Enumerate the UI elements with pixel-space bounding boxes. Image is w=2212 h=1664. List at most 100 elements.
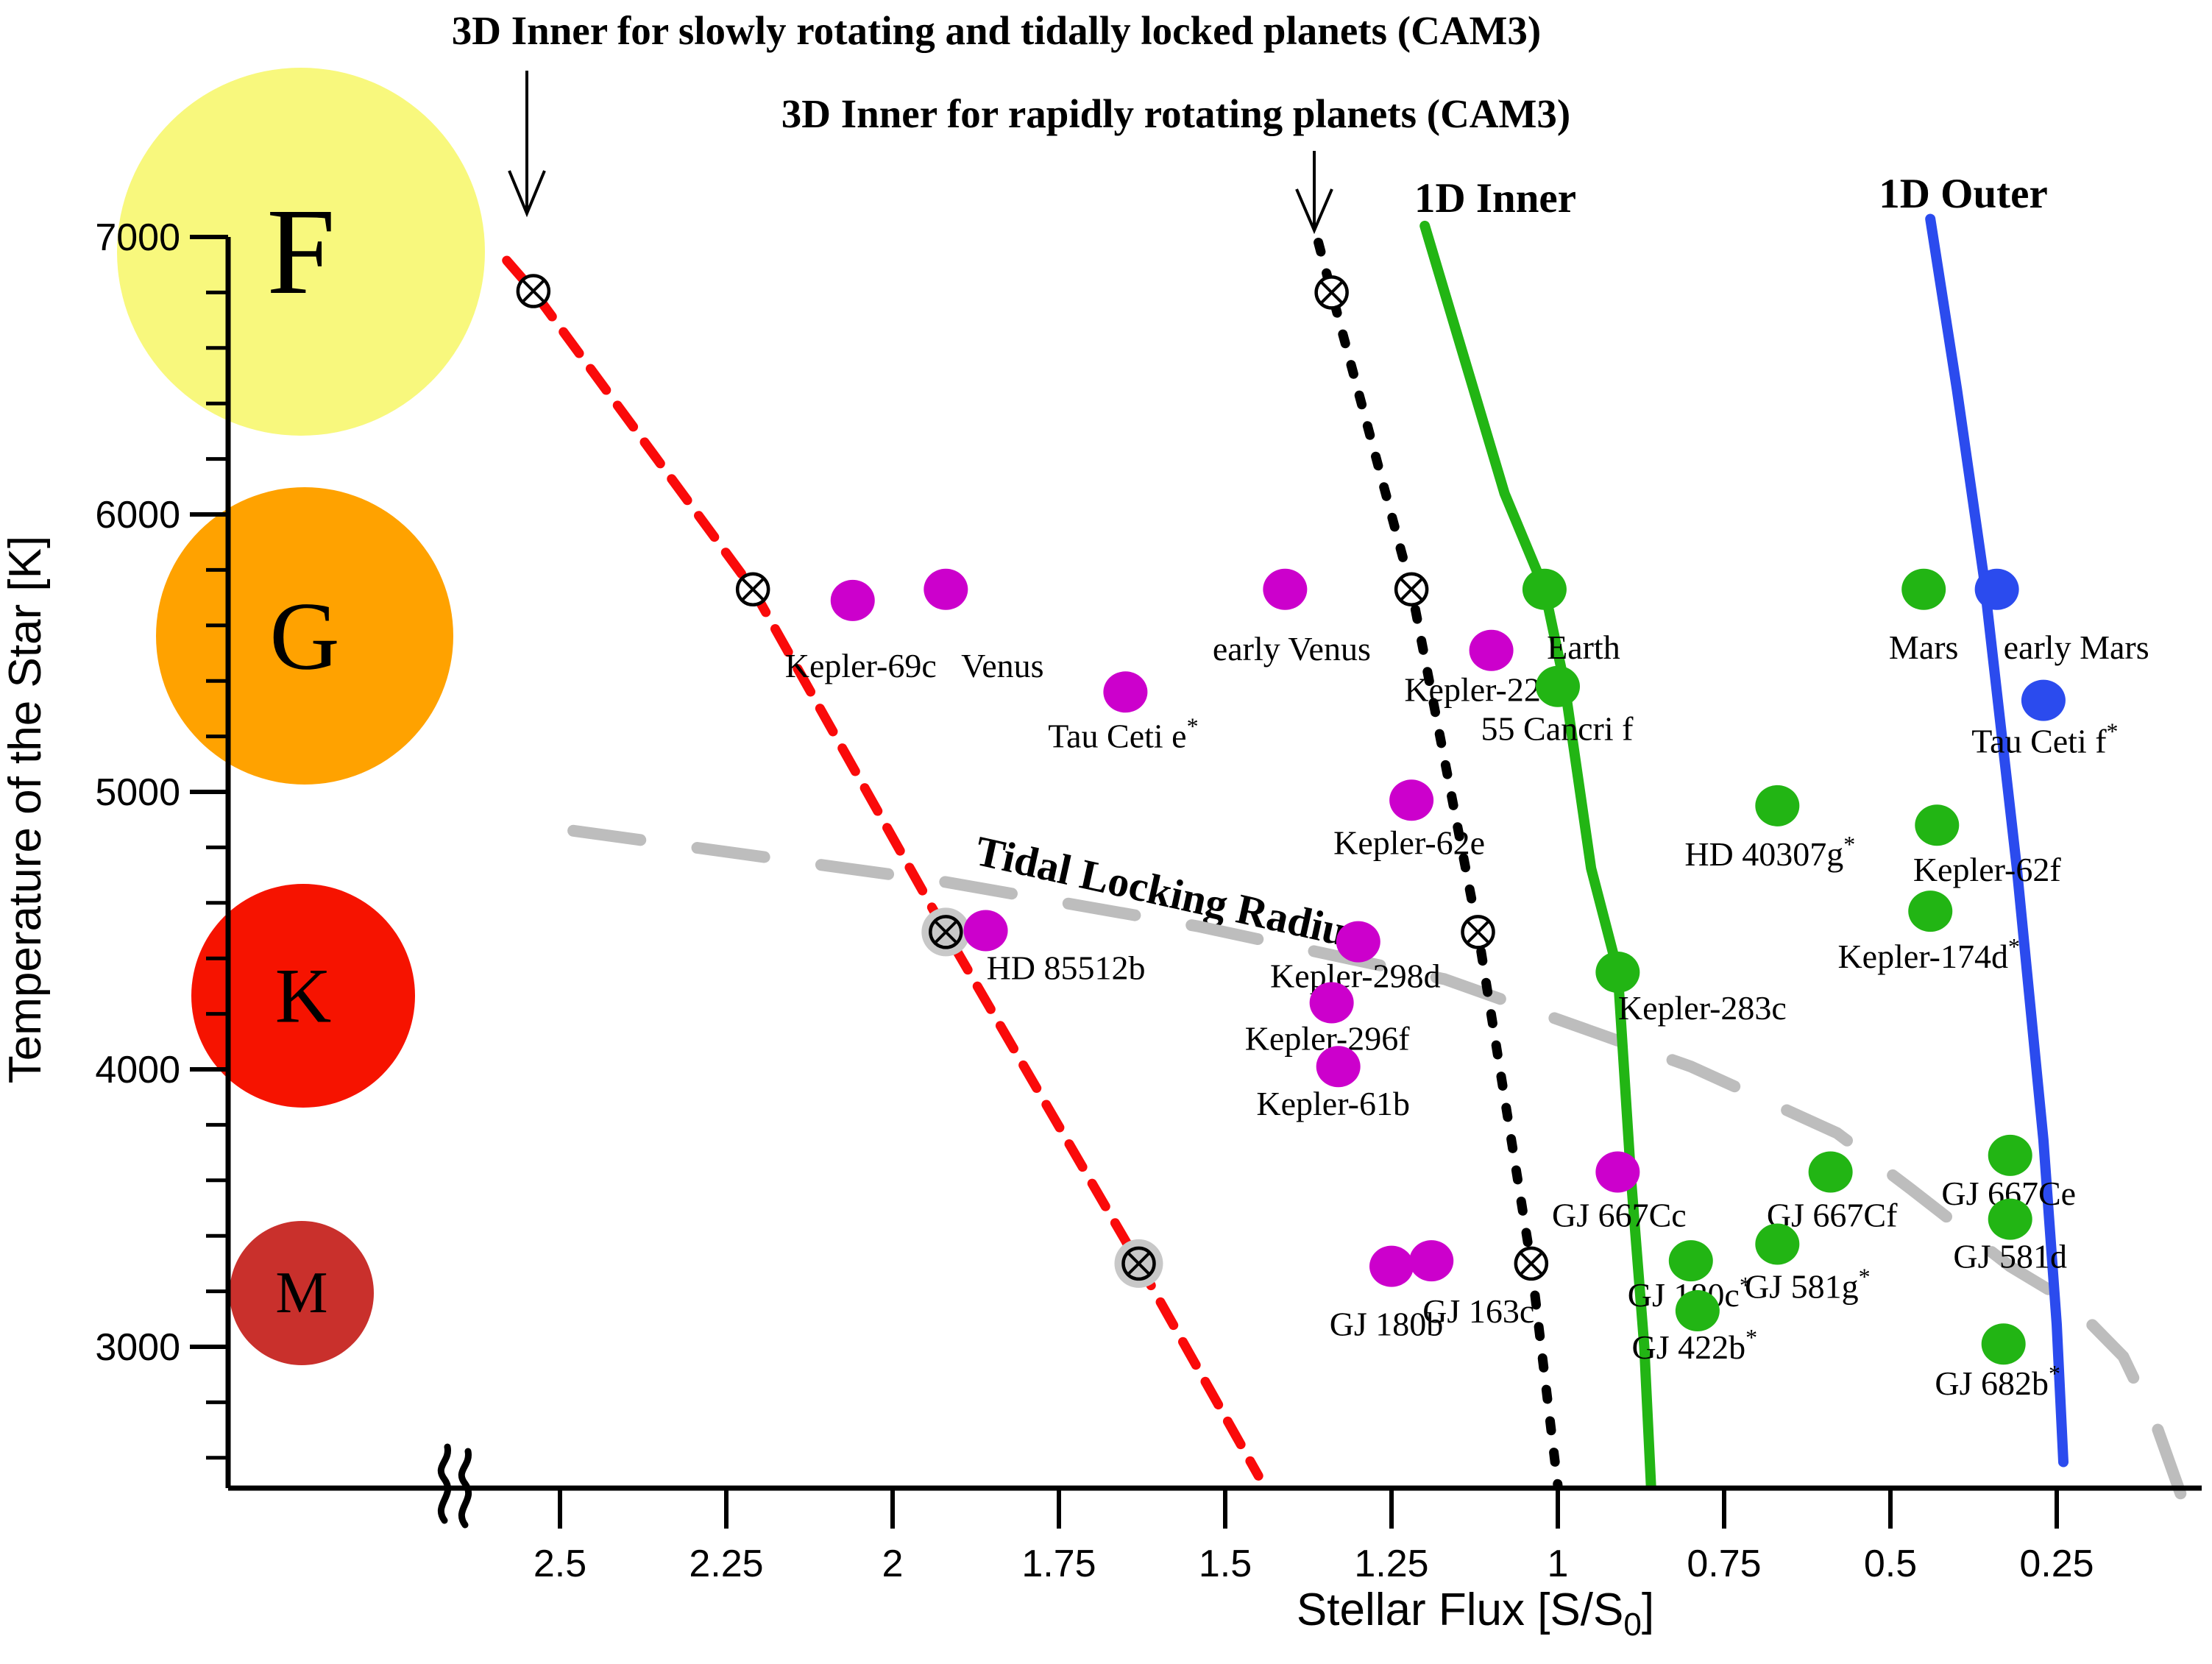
annotation-title-rapid: 3D Inner for rapidly rotating planets (C… (781, 91, 1571, 136)
axis-break-icon (437, 1443, 452, 1524)
y-tick-label-6000: 6000 (95, 494, 180, 537)
planet-label-kepler-69c: Kepler-69c (785, 647, 937, 684)
planet-dot-kepler-298d (1336, 921, 1380, 963)
planet-label-gj-422b: GJ 422b* (1632, 1324, 1758, 1366)
x-tick-label-0.5: 0.5 (1864, 1543, 1917, 1585)
down-arrow-icon (1295, 151, 1333, 235)
star-letter-k: K (275, 953, 332, 1039)
planet-dot-gj-682b (1981, 1323, 2026, 1365)
planet-dot-kepler-69c (830, 579, 875, 621)
planet-label-kepler-62f: Kepler-62f (1913, 851, 2062, 888)
x-tick-label-2.5: 2.5 (533, 1543, 586, 1585)
planet-dot-gj-581g (1755, 1223, 1800, 1265)
planet-dot-kepler-62f (1915, 804, 1960, 846)
line-3d-inner-slow (502, 255, 1263, 1481)
star-letter-g: G (269, 582, 339, 690)
planet-label-kepler-283c: Kepler-283c (1618, 989, 1787, 1027)
planet-label-venus: Venus (961, 647, 1043, 684)
axis-break-icon (458, 1448, 472, 1529)
planet-dot-gj-422b (1675, 1289, 1720, 1331)
star-circle-f (117, 68, 485, 436)
circled-x-marker-icon (1461, 915, 1495, 949)
planet-dot-early-venus (1263, 568, 1308, 610)
planet-dot-tau-ceti-f (2021, 679, 2066, 721)
x-tick-label-2.25: 2.25 (689, 1543, 763, 1585)
y-tick-label-5000: 5000 (95, 771, 180, 814)
planet-dot-gj-667ce (1988, 1134, 2032, 1176)
circled-x-marker-icon (921, 907, 971, 957)
planet-dot-kepler-296f (1309, 982, 1354, 1024)
planet-dot-gj-180c (1668, 1240, 1713, 1282)
planet-dot-venus (924, 568, 968, 610)
circled-x-marker-icon (1394, 572, 1429, 607)
planet-dot-kepler-61b (1316, 1046, 1361, 1088)
y-tick-label-3000: 3000 (95, 1326, 180, 1369)
x-tick-label-1.25: 1.25 (1354, 1543, 1428, 1585)
planet-label-early-mars: early Mars (2004, 629, 2149, 666)
circled-x-marker-icon (735, 572, 770, 607)
planet-dot-gj-581d (1988, 1198, 2032, 1240)
x-tick-label-1.75: 1.75 (1021, 1543, 1096, 1585)
planet-label-gj-163c: GJ 163c (1422, 1292, 1534, 1330)
down-arrow-icon (508, 71, 546, 218)
planet-label-gj-581g: GJ 581g* (1745, 1264, 1871, 1306)
planet-label-mars: Mars (1889, 629, 1959, 666)
zone-label-1d-outer: 1D Outer (1879, 171, 2048, 217)
planet-label-earth: Earth (1547, 629, 1620, 666)
planet-dot-kepler-62e (1389, 779, 1434, 821)
planet-dot-hd-40307g (1755, 785, 1800, 826)
planet-dot-kepler-283c (1595, 952, 1640, 994)
circled-x-marker-icon (1314, 275, 1349, 310)
planet-label-kepler-62e: Kepler-62e (1333, 824, 1485, 861)
planet-label-kepler-174d: Kepler-174d* (1837, 933, 2020, 975)
planet-label-hd-40307g: HD 40307g* (1684, 831, 1855, 873)
y-tick-label-7000: 7000 (95, 216, 180, 259)
planet-label-tau-ceti-e: Tau Ceti e* (1048, 712, 1198, 754)
y-tick-label-4000: 4000 (95, 1049, 180, 1091)
y-axis-title: Temperature of the Star [K] (0, 536, 51, 1083)
line-1d-outer (1925, 213, 2069, 1467)
planet-label-kepler-298d: Kepler-298d (1270, 957, 1441, 995)
x-tick-label-1: 1 (1548, 1543, 1569, 1585)
line-1d-inner (1419, 220, 1656, 1491)
circled-x-marker-icon (516, 274, 551, 308)
planet-label-tau-ceti-f: Tau Ceti f* (1971, 718, 2118, 760)
x-tick-label-0.75: 0.75 (1687, 1543, 1761, 1585)
planet-dot-kepler-174d (1908, 891, 1953, 932)
planet-label-55-cancri-f: 55 Cancri f (1481, 710, 1634, 748)
circled-x-marker-icon (1114, 1239, 1163, 1288)
planet-label-kepler-61b: Kepler-61b (1256, 1085, 1410, 1122)
x-tick-label-1.5: 1.5 (1199, 1543, 1252, 1585)
circled-x-marker-icon (1514, 1246, 1549, 1281)
planet-dot-hd-85512b (963, 910, 1008, 952)
zone-label-1d-inner: 1D Inner (1414, 175, 1576, 222)
x-axis-title: Stellar Flux [S/S0] (1297, 1585, 1654, 1643)
tidal-locking-label: Tidal Locking Radius (971, 826, 1368, 959)
planet-dot-kepler-22b (1469, 629, 1514, 671)
star-circle-k (191, 884, 415, 1108)
planet-label-hd-85512b: HD 85512b (987, 949, 1146, 987)
planet-dot-earth (1522, 568, 1567, 610)
planet-label-kepler-22b: Kepler-22b (1404, 671, 1558, 709)
planet-label-gj-180b: GJ 180b (1330, 1306, 1444, 1343)
planet-dot-gj-163c (1409, 1240, 1454, 1282)
x-tick-label-2: 2 (882, 1543, 904, 1585)
annotation-title-slow: 3D Inner for slowly rotating and tidally… (452, 8, 1542, 53)
planet-dot-mars (1901, 568, 1946, 610)
planet-dot-gj-667cf (1808, 1151, 1853, 1193)
planet-dot-tau-ceti-e (1103, 671, 1148, 713)
planet-label-gj-581d: GJ 581d (1953, 1238, 2067, 1275)
planet-dot-gj-667cc (1595, 1151, 1640, 1193)
x-tick-label-0.25: 0.25 (2019, 1543, 2094, 1585)
planet-label-early-venus: early Venus (1213, 630, 1371, 668)
star-letter-m: M (275, 1261, 327, 1325)
star-letter-f: F (266, 183, 335, 320)
planet-dot-55-cancri-f (1536, 665, 1580, 707)
planet-label-gj-682b: GJ 682b* (1935, 1360, 2060, 1402)
planet-label-gj-667cc: GJ 667Cc (1552, 1196, 1687, 1233)
line-tidal-locking-radius (567, 824, 2189, 1507)
star-circle-m (230, 1221, 374, 1365)
planet-dot-early-mars (1974, 568, 2019, 610)
